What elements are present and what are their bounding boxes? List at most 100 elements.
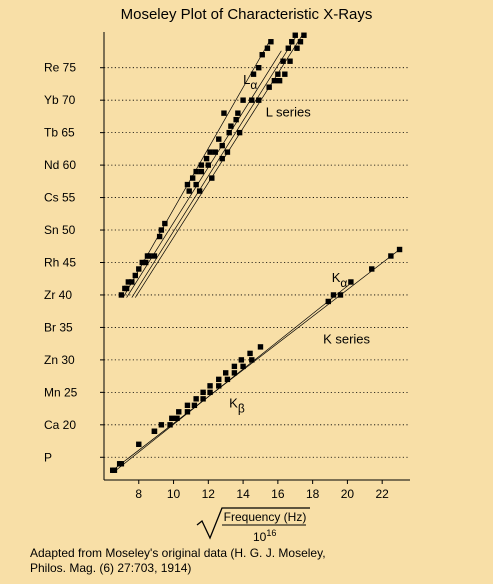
data-point <box>193 181 199 188</box>
data-point <box>348 279 354 285</box>
data-point <box>235 110 241 116</box>
data-point <box>216 376 222 383</box>
x-axis-label-denominator: 1016 <box>253 528 276 544</box>
data-point <box>200 396 206 402</box>
data-point <box>271 77 278 84</box>
data-point <box>146 253 152 259</box>
data-point <box>212 149 218 155</box>
data-point <box>196 188 203 194</box>
data-point <box>330 292 337 298</box>
y-tick-label: Sn 50 <box>44 223 76 237</box>
data-point <box>125 279 132 285</box>
y-tick-label: Mn 25 <box>44 385 78 399</box>
data-point <box>156 233 163 240</box>
data-point <box>268 39 274 45</box>
data-point <box>184 181 191 188</box>
data-point <box>158 422 165 428</box>
sqrt-radical <box>196 507 310 540</box>
data-point <box>191 402 198 409</box>
data-point <box>249 97 255 103</box>
data-point <box>223 370 229 376</box>
data-point <box>240 97 246 103</box>
data-point <box>139 259 145 266</box>
data-point <box>203 155 210 162</box>
fit-line <box>112 282 352 474</box>
data-point <box>285 45 291 51</box>
y-tick-label: Nd 60 <box>44 158 76 172</box>
data-point <box>294 45 300 51</box>
data-point <box>257 344 264 350</box>
data-point <box>167 422 173 428</box>
x-tick-label: 18 <box>306 487 320 501</box>
x-tick-label: 14 <box>236 487 250 501</box>
series-annotation: Kβ <box>229 395 245 415</box>
data-point <box>275 71 281 77</box>
x-tick-label: 8 <box>135 487 142 501</box>
data-point <box>282 71 288 77</box>
data-point <box>136 441 142 447</box>
data-point <box>297 39 304 45</box>
data-point <box>216 383 222 389</box>
data-point <box>276 77 283 84</box>
data-point <box>301 32 307 38</box>
series-annotation: K series <box>323 332 370 347</box>
data-point <box>207 389 213 396</box>
data-point <box>264 45 271 51</box>
data-point <box>224 149 231 155</box>
x-axis-label: Frequency (Hz) <box>224 510 307 524</box>
data-point <box>369 266 375 272</box>
data-point <box>289 39 295 45</box>
y-tick-label: Re 75 <box>44 61 76 75</box>
data-point <box>219 155 225 162</box>
data-point <box>226 129 232 136</box>
data-point <box>388 253 394 259</box>
data-point <box>162 220 168 227</box>
data-point <box>216 136 222 142</box>
data-point <box>247 350 253 357</box>
y-tick-label: P <box>44 450 52 464</box>
data-point <box>186 188 192 194</box>
data-point <box>280 58 286 64</box>
data-point <box>250 71 257 77</box>
data-point <box>158 227 165 233</box>
source-note-line-1: Adapted from Moseley's original data (H.… <box>30 546 326 560</box>
data-point <box>207 383 213 389</box>
data-point <box>207 149 213 155</box>
data-point <box>184 402 191 409</box>
data-point <box>266 84 272 90</box>
data-point <box>228 123 234 129</box>
data-point <box>256 97 262 103</box>
y-tick-label: Zn 30 <box>44 353 75 367</box>
data-point <box>151 428 158 435</box>
data-point <box>198 168 205 175</box>
x-tick-label: 10 <box>167 487 181 501</box>
data-point <box>325 298 331 305</box>
data-point <box>122 285 128 292</box>
y-tick-label: Ca 20 <box>44 418 76 432</box>
data-point <box>174 415 180 422</box>
data-point <box>151 253 158 259</box>
data-point <box>143 259 149 266</box>
data-point <box>233 116 239 123</box>
data-point <box>136 266 142 272</box>
data-point <box>287 58 293 64</box>
data-point <box>396 246 403 253</box>
x-tick-label: 20 <box>341 487 355 501</box>
data-point <box>129 279 135 285</box>
data-point <box>219 142 225 149</box>
data-point <box>209 175 215 181</box>
data-point <box>111 467 118 473</box>
y-tick-label: Tb 65 <box>44 126 75 140</box>
data-point <box>184 409 191 415</box>
data-point <box>193 168 199 175</box>
y-tick-label: Yb 70 <box>44 93 76 107</box>
series-annotation: Lα <box>243 72 257 92</box>
source-note-line-2: Philos. Mag. (6) 27:703, 1914) <box>30 561 192 575</box>
data-point <box>176 409 182 415</box>
chart-title: Moseley Plot of Characteristic X-Rays <box>120 6 373 23</box>
data-point <box>221 110 227 116</box>
y-tick-label: Rh 45 <box>44 255 76 269</box>
data-point <box>249 357 255 363</box>
data-point <box>169 415 175 422</box>
